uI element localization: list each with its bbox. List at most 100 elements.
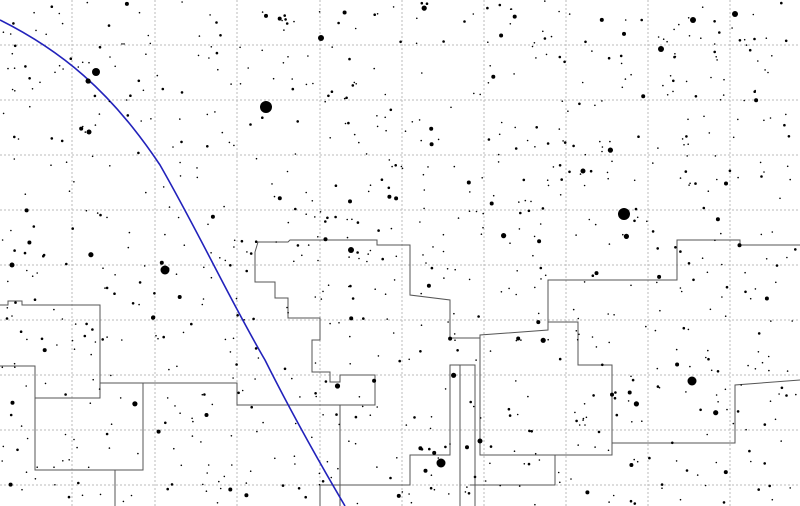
star <box>408 358 411 361</box>
star <box>418 119 421 121</box>
star <box>678 23 680 26</box>
star <box>466 486 468 488</box>
star <box>577 444 579 446</box>
star <box>177 295 182 299</box>
star <box>578 333 580 336</box>
star <box>138 303 140 306</box>
star <box>547 338 549 341</box>
star <box>613 396 617 400</box>
star <box>514 126 516 129</box>
star <box>108 447 111 449</box>
star <box>347 121 350 125</box>
star <box>784 39 788 43</box>
star <box>558 55 562 59</box>
star <box>516 413 519 416</box>
star <box>601 363 604 367</box>
star <box>707 190 710 192</box>
star <box>210 46 213 48</box>
star <box>710 76 712 79</box>
star <box>582 417 585 420</box>
star <box>376 115 378 117</box>
star <box>744 290 747 294</box>
star <box>62 460 64 462</box>
star <box>24 193 27 195</box>
star <box>472 405 475 408</box>
star <box>98 45 102 49</box>
star <box>432 246 434 248</box>
star <box>513 450 516 453</box>
star <box>633 179 636 182</box>
star <box>737 118 739 121</box>
star <box>464 491 467 493</box>
star <box>719 99 722 101</box>
star <box>162 335 165 339</box>
star <box>255 157 258 160</box>
star <box>428 447 431 451</box>
star <box>92 68 100 76</box>
star <box>475 210 478 213</box>
star <box>73 348 76 351</box>
star <box>8 482 13 487</box>
star <box>769 400 772 403</box>
star <box>349 363 352 365</box>
star <box>249 123 252 126</box>
star <box>373 67 376 70</box>
star <box>399 40 402 44</box>
star <box>92 378 94 381</box>
star <box>7 67 9 70</box>
star <box>580 168 586 174</box>
star <box>362 317 365 320</box>
star <box>599 17 604 22</box>
star <box>662 38 665 40</box>
star <box>247 67 249 69</box>
star <box>369 249 372 252</box>
star <box>594 223 597 226</box>
star <box>348 247 354 253</box>
star <box>232 337 235 340</box>
star <box>754 368 757 370</box>
star <box>21 488 23 491</box>
star <box>88 61 90 64</box>
star <box>436 458 446 468</box>
star <box>416 17 418 20</box>
star <box>13 249 16 252</box>
star <box>320 298 323 300</box>
star <box>85 322 88 326</box>
star <box>351 297 355 300</box>
star <box>413 416 416 419</box>
star <box>338 423 341 426</box>
star <box>224 338 227 341</box>
star <box>104 287 106 289</box>
star <box>437 138 440 141</box>
star <box>765 258 768 260</box>
star <box>138 11 141 14</box>
star <box>489 445 493 448</box>
star <box>444 445 447 449</box>
star <box>757 488 760 491</box>
star <box>260 101 272 113</box>
star <box>636 216 639 219</box>
star <box>376 466 378 468</box>
star <box>786 370 789 372</box>
star <box>771 498 774 501</box>
star <box>656 247 659 250</box>
star <box>128 231 131 234</box>
star <box>283 29 285 31</box>
star <box>160 265 170 275</box>
star <box>560 178 563 181</box>
star <box>748 449 751 453</box>
star <box>713 410 719 416</box>
star <box>722 94 725 96</box>
boundary <box>34 383 144 471</box>
star <box>293 260 295 263</box>
star <box>137 452 139 455</box>
boundary <box>319 364 476 506</box>
star <box>61 318 64 320</box>
star <box>98 388 101 390</box>
star <box>245 482 248 484</box>
star <box>261 49 264 52</box>
star <box>74 323 77 325</box>
star <box>326 460 329 463</box>
star <box>563 141 567 144</box>
star <box>401 167 404 170</box>
